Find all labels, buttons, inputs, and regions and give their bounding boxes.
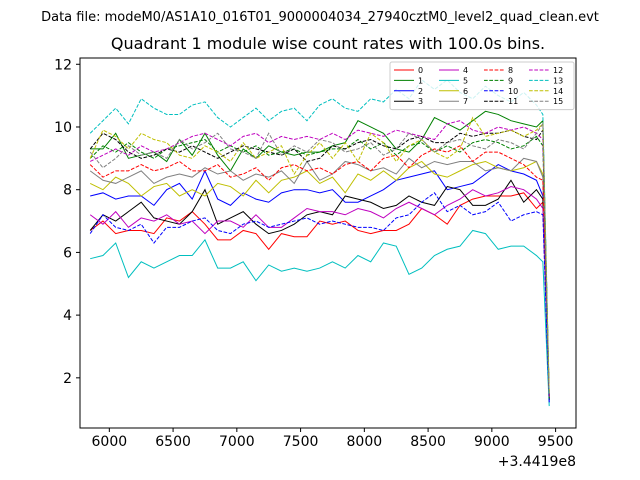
series-line-6	[89, 160, 550, 397]
figure-suptitle: Data file: modeM0/AS1A10_016T01_90000040…	[41, 10, 599, 25]
x-tick-label: 6000	[92, 434, 128, 450]
x-tick-label: 7000	[219, 434, 255, 450]
series-line-8	[89, 145, 550, 397]
legend-label-15: 15	[553, 97, 563, 106]
legend-label-14: 14	[553, 87, 563, 96]
series-line-1	[90, 110, 550, 400]
series-line-12	[89, 120, 550, 397]
y-tick-label: 4	[63, 308, 72, 324]
legend-label-11: 11	[508, 97, 518, 106]
series-line-13	[89, 79, 550, 394]
y-tick-label: 10	[54, 120, 72, 136]
legend-label-10: 10	[508, 87, 518, 96]
x-tick-label: 8500	[410, 434, 446, 450]
series-line-15	[89, 122, 550, 397]
legend-label-4: 4	[463, 66, 468, 75]
legend-label-9: 9	[508, 76, 513, 85]
legend-box	[389, 61, 575, 111]
legend-label-6: 6	[463, 87, 468, 96]
chart-title: Quadrant 1 module wise count rates with …	[111, 34, 545, 53]
series-line-4	[89, 186, 550, 400]
x-tick-label: 8000	[347, 434, 383, 450]
plot-area	[89, 79, 550, 407]
legend-label-13: 13	[553, 76, 563, 85]
axes-frame	[79, 57, 577, 429]
y-tick-label: 12	[54, 57, 72, 73]
series-line-0	[89, 192, 550, 400]
series-line-7	[89, 157, 550, 397]
series-line-10	[89, 192, 550, 403]
x-tick-label: 9000	[474, 434, 510, 450]
series-line-3	[89, 179, 550, 400]
series-layer	[89, 79, 550, 407]
legend-label-12: 12	[553, 66, 563, 75]
legend-label-8: 8	[508, 66, 513, 75]
y-axis: 2 4 6 8 10 12	[54, 57, 80, 387]
series-line-11	[89, 128, 550, 397]
y-tick-label: 8	[63, 183, 72, 199]
x-tick-label: 6500	[155, 434, 191, 450]
legend-label-7: 7	[463, 97, 468, 106]
y-tick-label: 2	[63, 371, 72, 387]
legend-label-5: 5	[463, 76, 468, 85]
legend-label-1: 1	[418, 76, 423, 85]
y-tick-label: 6	[63, 245, 72, 261]
x-axis: 6000 6500 7000 7500 8000 8500 9000 9500	[92, 428, 574, 450]
legend-label-0: 0	[418, 66, 423, 75]
x-tick-label: 9500	[538, 434, 574, 450]
legend-label-3: 3	[418, 97, 423, 106]
legend-label-2: 2	[418, 87, 423, 96]
series-line-5	[90, 229, 550, 407]
x-axis-offset-label: +3.4419e8	[498, 454, 576, 470]
x-tick-label: 7500	[283, 434, 319, 450]
series-line-14	[89, 116, 550, 394]
series-line-2	[90, 164, 550, 403]
